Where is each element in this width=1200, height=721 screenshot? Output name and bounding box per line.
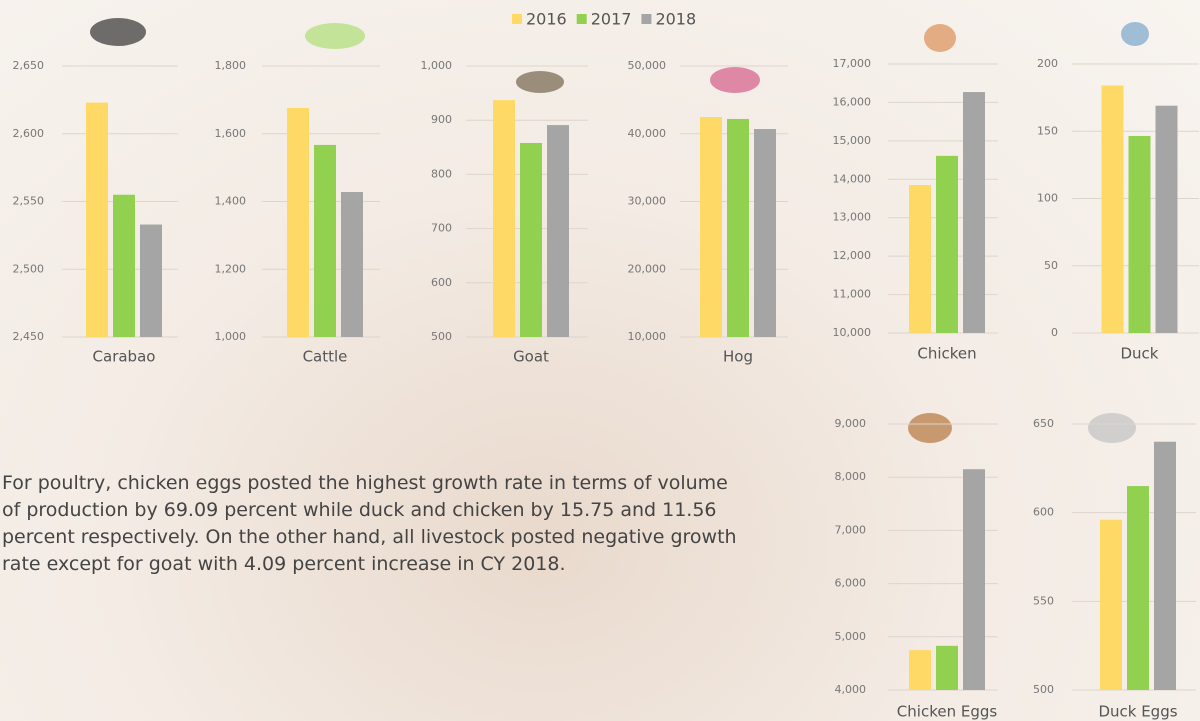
chicken-icon [924, 24, 956, 52]
y-tick-label: 700 [431, 222, 452, 235]
legend-label: 2016 [526, 10, 567, 29]
y-tick-label: 9,000 [835, 417, 867, 430]
x-tick-label: Cattle [303, 348, 348, 366]
bar [314, 145, 336, 337]
bar [936, 646, 958, 690]
bar [113, 195, 135, 337]
y-tick-label: 100 [1037, 192, 1058, 205]
y-tick-label: 40,000 [628, 127, 667, 140]
y-tick-label: 4,000 [835, 683, 867, 696]
duck-icon [1121, 22, 1149, 46]
y-tick-label: 20,000 [628, 262, 667, 275]
y-tick-label: 2,550 [13, 195, 45, 208]
y-tick-label: 1,000 [421, 59, 453, 72]
y-tick-label: 600 [431, 276, 452, 289]
y-tick-label: 2,600 [13, 127, 45, 140]
chicken-eggs-icon [908, 413, 952, 443]
y-tick-label: 50,000 [628, 59, 667, 72]
y-tick-label: 11,000 [833, 288, 872, 301]
goat-icon [516, 71, 564, 93]
page: 2,450 2,500 2,550 2,600 2,650 Carabao 1,000 1,2… [0, 0, 1200, 721]
y-tick-label: 1,400 [215, 195, 247, 208]
carabao-icon [90, 18, 146, 46]
duck-eggs-icon [1088, 413, 1136, 443]
y-tick-label: 2,500 [13, 262, 45, 275]
y-tick-label: 1,800 [215, 59, 247, 72]
y-tick-label: 800 [431, 167, 452, 180]
bar [520, 143, 542, 337]
x-tick-label: Hog [723, 348, 753, 366]
bar [547, 125, 569, 337]
y-tick-label: 8,000 [835, 470, 867, 483]
y-tick-label: 2,650 [13, 59, 45, 72]
bar [493, 100, 515, 337]
y-tick-label: 30,000 [628, 195, 667, 208]
legend-swatch [577, 14, 587, 24]
bar [963, 92, 985, 333]
legend-label: 2018 [655, 10, 696, 29]
y-tick-label: 500 [1033, 683, 1054, 696]
cattle-icon [305, 23, 365, 49]
bar [1129, 136, 1151, 333]
y-tick-label: 50 [1044, 259, 1058, 272]
y-tick-label: 14,000 [833, 172, 872, 185]
charts: 2,450 2,500 2,550 2,600 2,650 Carabao 1,000 1,2… [0, 0, 1200, 721]
y-tick-label: 15,000 [833, 134, 872, 147]
x-tick-label: Chicken [917, 345, 976, 363]
y-tick-label: 0 [1051, 326, 1058, 339]
bar [1102, 86, 1124, 333]
bar [754, 129, 776, 337]
x-tick-label: Carabao [93, 348, 156, 366]
y-tick-label: 6,000 [835, 577, 867, 590]
bar [1154, 442, 1176, 690]
y-tick-label: 16,000 [833, 95, 872, 108]
bar [1100, 520, 1122, 690]
y-tick-label: 500 [431, 330, 452, 343]
y-tick-label: 5,000 [835, 630, 867, 643]
legend-swatch [512, 14, 522, 24]
y-tick-label: 17,000 [833, 57, 872, 70]
x-tick-label: Chicken Eggs [897, 703, 998, 721]
bar [341, 192, 363, 337]
hog-icon [710, 67, 760, 93]
x-tick-label: Duck Eggs [1098, 703, 1177, 721]
y-tick-label: 10,000 [833, 326, 872, 339]
y-tick-label: 1,200 [215, 262, 247, 275]
x-tick-label: Goat [513, 348, 549, 366]
bar [909, 650, 931, 690]
y-tick-label: 1,600 [215, 127, 247, 140]
bar [86, 103, 108, 337]
icons [90, 18, 1149, 443]
legend-swatch [641, 14, 651, 24]
paragraph: For poultry, chicken eggs posted the hig… [2, 470, 752, 578]
y-tick-label: 150 [1037, 124, 1058, 137]
bar [963, 469, 985, 690]
bar [727, 119, 749, 337]
bar [287, 108, 309, 337]
y-tick-label: 600 [1033, 506, 1054, 519]
y-tick-label: 12,000 [833, 249, 872, 262]
legend-label: 2017 [591, 10, 632, 29]
y-tick-label: 650 [1033, 417, 1054, 430]
y-tick-label: 2,450 [13, 330, 45, 343]
bar [700, 117, 722, 337]
y-tick-label: 10,000 [628, 330, 667, 343]
y-tick-label: 13,000 [833, 211, 872, 224]
y-tick-label: 900 [431, 113, 452, 126]
x-tick-label: Duck [1121, 345, 1159, 363]
bar [1127, 486, 1149, 690]
y-tick-label: 550 [1033, 594, 1054, 607]
y-tick-label: 7,000 [835, 523, 867, 536]
y-tick-label: 200 [1037, 57, 1058, 70]
bar [909, 185, 931, 333]
bar [1156, 106, 1178, 333]
y-tick-label: 1,000 [215, 330, 247, 343]
bar [936, 156, 958, 333]
bar [140, 225, 162, 337]
